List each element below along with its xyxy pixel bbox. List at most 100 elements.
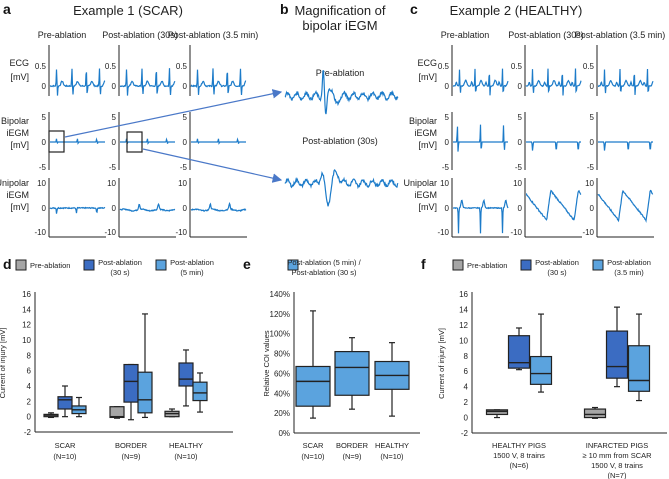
d-y-tick-label: 6	[27, 367, 32, 376]
panel-c-tick-label: 10	[513, 179, 522, 188]
panel-a-row-label: Bipolar	[1, 116, 29, 126]
f-legend-label: Post-ablation	[535, 258, 579, 267]
d-box	[109, 406, 125, 419]
d-y-tick-label: 16	[22, 290, 31, 299]
d-legend-label: (30 s)	[110, 268, 130, 277]
f-box	[529, 355, 553, 385]
f-y-tick-label: 10	[459, 336, 468, 345]
panel-a-row-label: [mV]	[10, 72, 29, 82]
panel-a-trace	[191, 137, 246, 145]
d-category-label: BORDER	[115, 441, 148, 450]
panel-c-tick-label: -5	[587, 163, 595, 172]
f-box	[485, 409, 509, 416]
e-box	[295, 365, 331, 407]
d-y-axis-label: Current of injury [mV]	[0, 328, 7, 399]
f-legend-swatch	[452, 259, 464, 271]
panel-a-trace	[190, 201, 247, 212]
panel-a-tick-label: 5	[112, 113, 117, 122]
f-legend-swatch	[592, 259, 604, 271]
f-category-label: 1500 V, 8 trains	[591, 461, 643, 470]
panel-c-trace	[452, 198, 509, 234]
panel-a-tick-label: -5	[39, 163, 47, 172]
panel-c-tick-label: 0	[445, 82, 450, 91]
e-y-tick-label: 60%	[274, 369, 290, 378]
panel-a-tick-label: -10	[175, 228, 187, 237]
panel-c-tick-label: 0	[445, 204, 450, 213]
panel-a-tick-label: 0	[42, 204, 47, 213]
panel-a-tick-label: -10	[104, 228, 116, 237]
panel-c-tick-label: 5	[445, 113, 450, 122]
panel-c-trace	[526, 141, 581, 151]
panel-c-row-label: iEGM	[415, 128, 438, 138]
panel-a-title: Example 1 (SCAR)	[73, 3, 183, 18]
d-y-tick-label: 10	[22, 336, 31, 345]
panel-c-tick-label: 0	[590, 138, 595, 147]
panel-d-letter: d	[3, 256, 12, 272]
panel-b-pre-label: Pre-ablation	[316, 68, 365, 78]
panel-a-tick-label: 0	[42, 138, 47, 147]
panel-a-tick-label: -5	[180, 163, 188, 172]
panel-a-column-title: Post-ablation (30s)	[102, 30, 178, 40]
d-legend-swatch	[155, 259, 167, 271]
panel-c-tick-label: 0	[518, 138, 523, 147]
d-legend-swatch	[15, 259, 27, 271]
e-legend-label: Post-ablation (5 min) /	[287, 258, 361, 267]
panel-c-trace	[597, 189, 654, 224]
d-category-label: (N=10)	[174, 452, 198, 461]
panel-a-tick-label: 0	[112, 138, 117, 147]
f-y-tick-label: -2	[461, 429, 469, 438]
panel-a-row-label: [mV]	[10, 140, 29, 150]
d-box	[192, 381, 208, 402]
panel-a-tick-label: 10	[107, 179, 116, 188]
f-y-tick-label: 0	[464, 414, 469, 423]
panel-a-row-label: Unipolar	[0, 178, 29, 188]
panel-c-tick-label: 10	[440, 179, 449, 188]
d-category-label: SCAR	[55, 441, 76, 450]
f-legend-label: (30 s)	[547, 268, 567, 277]
e-y-tick-label: 120%	[270, 310, 290, 319]
panel-a-tick-label: 10	[37, 179, 46, 188]
d-y-tick-label: 12	[22, 321, 31, 330]
f-box	[605, 330, 629, 379]
panel-c-row-label: iEGM	[415, 190, 438, 200]
panel-c-tick-label: 0	[518, 82, 523, 91]
f-box	[507, 335, 531, 369]
panel-a-tick-label: 0	[42, 82, 47, 91]
panel-c-trace	[453, 124, 508, 152]
f-category-label: 1500 V, 8 trains	[493, 451, 545, 460]
panel-a-row-label: iEGM	[7, 128, 30, 138]
panel-a-letter: a	[3, 1, 11, 17]
panel-c-tick-label: 0.5	[511, 62, 523, 71]
panel-c-tick-label: -5	[515, 163, 523, 172]
d-legend-label: Post-ablation	[170, 258, 214, 267]
f-box	[583, 408, 607, 419]
panel-a-tick-label: 0.5	[105, 62, 117, 71]
panel-c-tick-label: 0	[590, 204, 595, 213]
panel-c-tick-label: -10	[510, 228, 522, 237]
panel-a-trace	[120, 137, 175, 145]
panel-a-tick-label: 0	[183, 204, 188, 213]
panel-a-trace	[190, 68, 247, 95]
e-legend-swatch	[287, 259, 299, 271]
d-y-tick-label: 8	[27, 351, 32, 360]
panel-a-column-title: Pre-ablation	[38, 30, 87, 40]
f-y-axis-label: Current of injury [mV]	[437, 328, 446, 399]
panel-c-title: Example 2 (HEALTHY)	[450, 3, 583, 18]
d-category-label: (N=10)	[53, 452, 77, 461]
d-box	[137, 371, 153, 414]
f-y-tick-label: 14	[459, 305, 468, 314]
d-legend-swatch	[83, 259, 95, 271]
panel-c-tick-label: 10	[585, 179, 594, 188]
panel-a-tick-label: 0.5	[176, 62, 188, 71]
d-legend-label: Pre-ablation	[30, 261, 70, 270]
d-legend-label: Post-ablation	[98, 258, 142, 267]
panel-a-tick-label: 0	[112, 82, 117, 91]
d-box	[178, 362, 194, 387]
panel-a-tick-label: 0	[112, 204, 117, 213]
panel-b-title-1: Magnification of	[294, 3, 385, 18]
panel-f-letter: f	[421, 256, 426, 272]
f-category-label: (N=7)	[608, 471, 627, 479]
f-y-tick-label: 4	[464, 383, 469, 392]
panel-c-tick-label: -5	[442, 163, 450, 172]
